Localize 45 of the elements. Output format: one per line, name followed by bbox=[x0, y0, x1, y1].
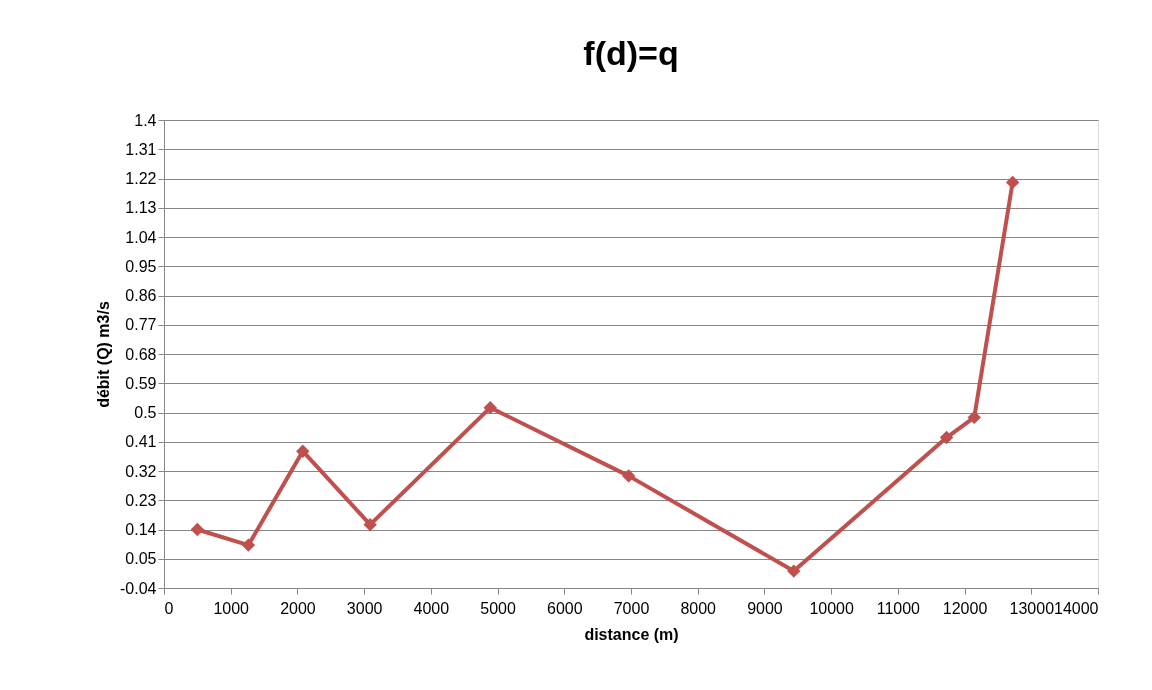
y-tick-label: 0.59 bbox=[125, 374, 157, 392]
x-tick-label: 12000 bbox=[942, 599, 988, 617]
point bbox=[787, 564, 801, 578]
y-tick-label: 0.68 bbox=[125, 345, 157, 363]
y-tick-label: 0.5 bbox=[134, 404, 157, 421]
y-tick-label: 0.32 bbox=[125, 462, 157, 480]
x-axis-title: distance (m) bbox=[584, 625, 679, 643]
y-tick-label: 1.04 bbox=[125, 228, 157, 246]
x-tick-label: 2000 bbox=[280, 599, 316, 617]
x-tick-label: 10000 bbox=[809, 599, 854, 617]
chart-title: f(d)=q bbox=[583, 34, 679, 72]
point bbox=[190, 522, 205, 537]
x-tick-label: 13000 bbox=[1009, 599, 1055, 617]
point bbox=[1005, 175, 1020, 190]
y-tick-label: 1.13 bbox=[125, 199, 157, 217]
x-tick-label: 8000 bbox=[680, 599, 717, 617]
y-tick-label: 1.4 bbox=[134, 111, 157, 129]
point bbox=[939, 430, 954, 445]
x-tick-label: 4000 bbox=[413, 599, 450, 617]
y-tick-label: 0.95 bbox=[125, 257, 157, 275]
y-tick-label: 0.86 bbox=[125, 287, 157, 304]
y-tick-label: -0.04 bbox=[120, 579, 157, 597]
y-tick-label: 0.41 bbox=[125, 433, 157, 451]
y-tick-label: 1.31 bbox=[125, 140, 157, 158]
x-tick-label: 9000 bbox=[747, 599, 783, 617]
x-tick-label: 3000 bbox=[346, 599, 383, 617]
point bbox=[967, 410, 981, 425]
x-tick-label: 14000 bbox=[1054, 599, 1099, 617]
y-tick-label: 0.77 bbox=[125, 316, 157, 334]
x-tick-label: 0 bbox=[164, 599, 174, 617]
point bbox=[296, 444, 310, 458]
y-tick-label: 0.05 bbox=[125, 550, 157, 568]
x-tick-label: 11000 bbox=[876, 599, 921, 617]
point bbox=[241, 538, 256, 552]
y-axis-title: débit (Q) m3/s bbox=[95, 301, 113, 408]
y-tick-label: 0.14 bbox=[125, 521, 157, 538]
point bbox=[363, 517, 377, 532]
point bbox=[621, 469, 636, 483]
y-tick-label: 0.23 bbox=[125, 491, 157, 509]
x-tick-label: 5000 bbox=[480, 599, 516, 617]
point bbox=[483, 400, 497, 415]
x-tick-label: 7000 bbox=[613, 599, 650, 617]
y-tick-label: 1.22 bbox=[125, 170, 157, 187]
x-tick-label: 6000 bbox=[546, 599, 583, 617]
x-tick-label: 1000 bbox=[213, 599, 250, 617]
